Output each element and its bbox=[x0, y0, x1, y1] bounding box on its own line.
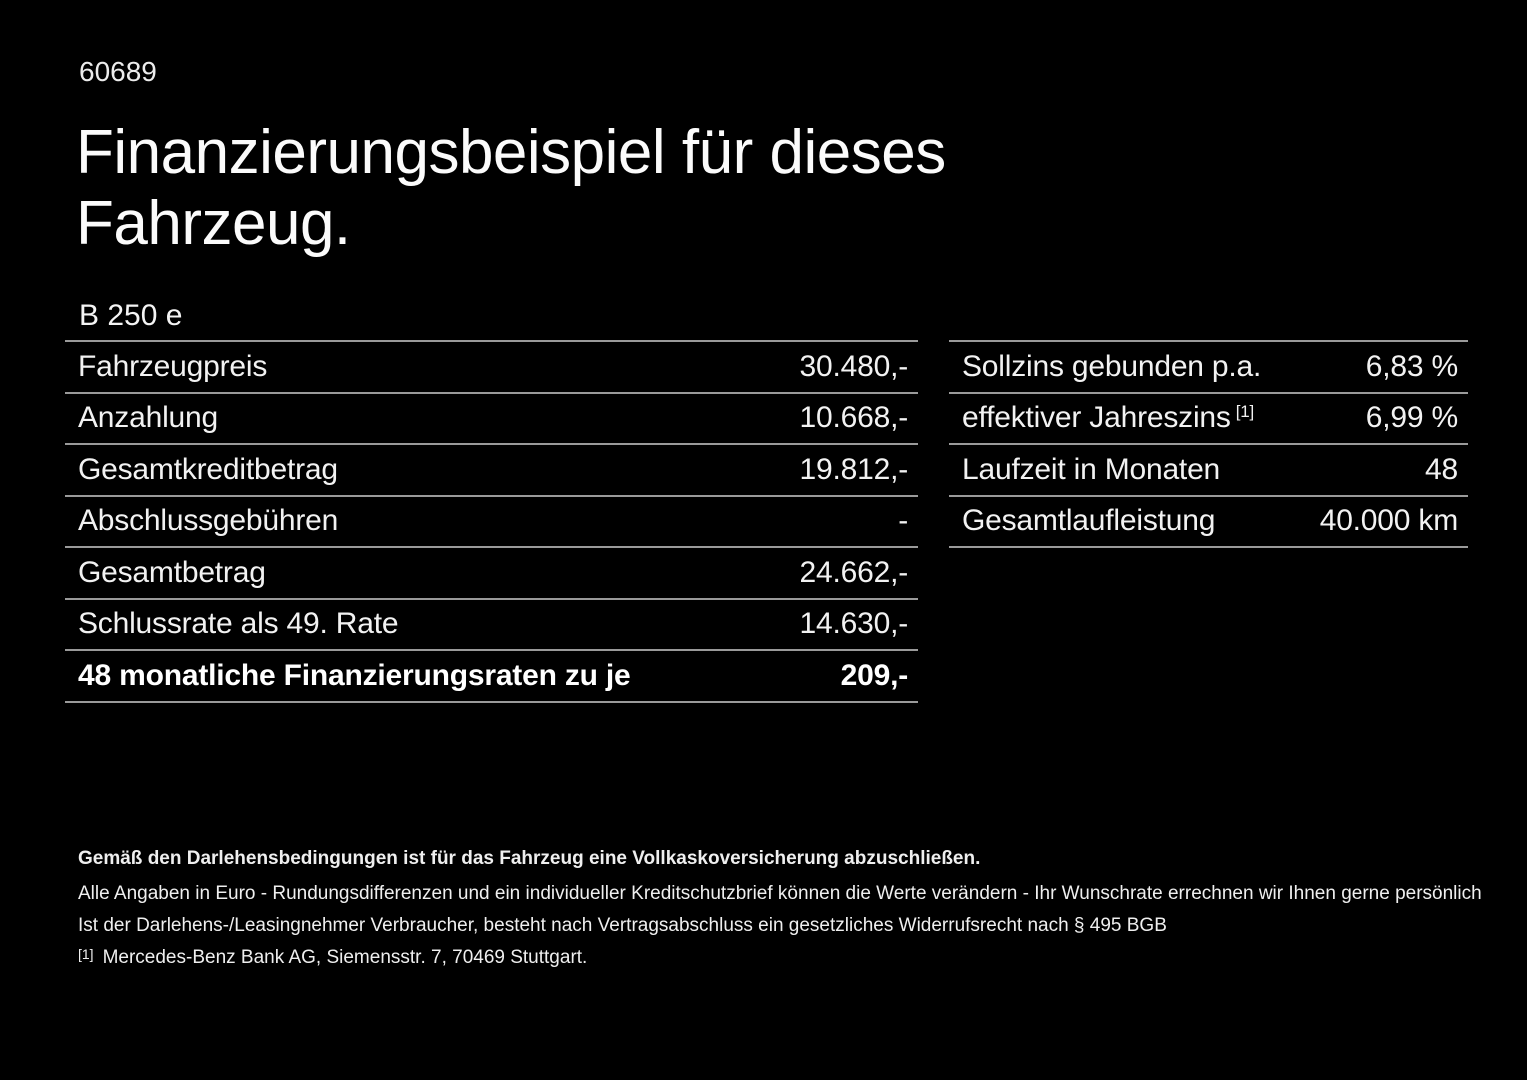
row-label-text: effektiver Jahreszins bbox=[962, 401, 1231, 435]
row-label: Schlussrate als 49. Rate bbox=[78, 607, 399, 641]
bank-footnote: [1] Mercedes-Benz Bank AG, Siemensstr. 7,… bbox=[78, 946, 1508, 969]
table-row-monatsrate: 48 monatliche Finanzierungsraten zu je 2… bbox=[65, 649, 918, 701]
financing-terms-table: Sollzins gebunden p.a. 6,83 % effektiver… bbox=[949, 340, 1468, 548]
row-label: Gesamtkreditbetrag bbox=[78, 452, 338, 486]
financing-cost-table: Fahrzeugpreis 30.480,- Anzahlung 10.668,… bbox=[65, 340, 918, 703]
document-number: 60689 bbox=[79, 56, 157, 87]
vehicle-model-label: B 250 e bbox=[79, 299, 183, 332]
euro-disclaimer-note: Alle Angaben in Euro - Rundungsdifferenz… bbox=[78, 883, 1482, 904]
insurance-requirement-note: Gemäß den Darlehensbedingungen ist für d… bbox=[78, 848, 981, 869]
legal-footer: Gemäß den Darlehensbedingungen ist für d… bbox=[78, 848, 1508, 969]
table-row-anzahlung: Anzahlung 10.668,- bbox=[65, 391, 918, 444]
row-label: Laufzeit in Monaten bbox=[962, 452, 1221, 486]
table-row-laufzeit: Laufzeit in Monaten 48 bbox=[949, 443, 1468, 495]
row-label: Gesamtlaufleistung bbox=[962, 504, 1216, 538]
row-value: 48 bbox=[1425, 452, 1458, 486]
row-value: 6,83 % bbox=[1365, 349, 1458, 383]
financing-tables: Fahrzeugpreis 30.480,- Anzahlung 10.668,… bbox=[65, 340, 1468, 703]
footnote-reference: [1] bbox=[1235, 402, 1255, 422]
row-value: 209,- bbox=[840, 658, 909, 692]
row-value: 24.662,- bbox=[799, 555, 909, 589]
row-value: 19.812,- bbox=[799, 452, 909, 486]
row-label: Sollzins gebunden p.a. bbox=[962, 349, 1262, 383]
row-label: Fahrzeugpreis bbox=[78, 349, 268, 383]
widerrufsrecht-note: Ist der Darlehens-/Leasingnehmer Verbrau… bbox=[78, 915, 1167, 936]
row-value: - bbox=[898, 504, 908, 538]
table-row-fahrzeugpreis: Fahrzeugpreis 30.480,- bbox=[65, 340, 918, 392]
table-row-sollzins: Sollzins gebunden p.a. 6,83 % bbox=[949, 340, 1468, 392]
row-label: Abschlussgebühren bbox=[78, 504, 339, 538]
row-label: effektiver Jahreszins [1] bbox=[962, 401, 1254, 435]
row-value: 6,99 % bbox=[1365, 401, 1458, 435]
table-row-gesamtkreditbetrag: Gesamtkreditbetrag 19.812,- bbox=[65, 443, 918, 495]
row-value: 14.630,- bbox=[799, 607, 909, 641]
table-row-gesamtbetrag: Gesamtbetrag 24.662,- bbox=[65, 546, 918, 598]
footnote-text: Mercedes-Benz Bank AG, Siemensstr. 7, 70… bbox=[102, 947, 588, 968]
footnote-marker: [1] bbox=[78, 946, 94, 962]
row-label: 48 monatliche Finanzierungsraten zu je bbox=[78, 658, 631, 692]
page-title-line2: Fahrzeug. bbox=[76, 189, 351, 258]
table-row-gesamtlaufleistung: Gesamtlaufleistung 40.000 km bbox=[949, 494, 1468, 547]
row-label: Anzahlung bbox=[78, 401, 218, 435]
table-row-effektiver-jahreszins: effektiver Jahreszins [1] 6,99 % bbox=[949, 391, 1468, 444]
page-title: Finanzierungsbeispiel für dieses Fahrzeu… bbox=[76, 117, 946, 259]
row-value: 10.668,- bbox=[799, 401, 909, 435]
row-label: Gesamtbetrag bbox=[78, 555, 266, 589]
table-row-schlussrate: Schlussrate als 49. Rate 14.630,- bbox=[65, 597, 918, 650]
page-title-line1: Finanzierungsbeispiel für dieses bbox=[76, 118, 946, 187]
table-row-abschlussgebuehren: Abschlussgebühren - bbox=[65, 494, 918, 547]
row-value: 40.000 km bbox=[1319, 504, 1458, 538]
row-value: 30.480,- bbox=[799, 349, 909, 383]
